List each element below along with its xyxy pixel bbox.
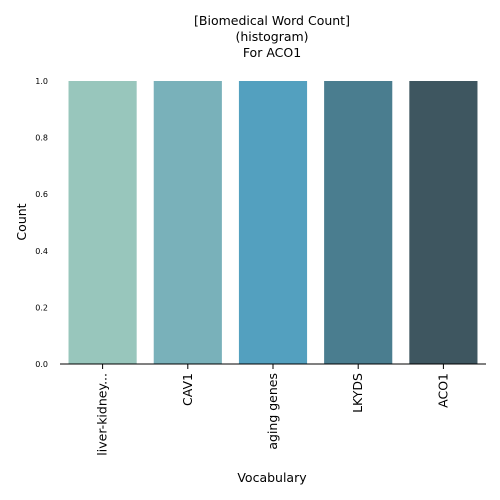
y-tick-label-5: 1.0 (35, 77, 48, 86)
chart-title: [Biomedical Word Count] (histogram) For … (194, 13, 350, 60)
bar-2 (238, 81, 308, 364)
y-tick-label-0: 0.0 (35, 360, 48, 369)
y-tick-label-2: 0.4 (35, 247, 48, 256)
y-axis-label: Count (14, 203, 29, 240)
bar-3 (324, 81, 393, 364)
x-tick-label-3: LKYDS (350, 373, 365, 413)
chart-title-line-2: (histogram) (235, 29, 308, 44)
bar-4 (409, 81, 478, 364)
y-tick-label-3: 0.6 (35, 190, 48, 199)
bar-1 (153, 81, 222, 364)
y-tick-label-4: 0.8 (35, 134, 48, 143)
x-tick-label-4: ACO1 (435, 373, 450, 408)
y-axis-ticks: 0.0 0.2 0.4 0.6 0.8 1.0 (35, 77, 48, 369)
x-tick-label-1: CAV1 (180, 373, 195, 406)
x-axis-label: Vocabulary (237, 470, 307, 485)
x-axis-ticks: liver-kidney... CAV1 aging genes LKYDS ACO1 (95, 364, 450, 456)
x-tick-label-2: aging genes (265, 373, 280, 450)
bars-group (68, 81, 478, 364)
x-tick-label-0: liver-kidney... (95, 373, 110, 456)
bar-0 (68, 81, 137, 364)
y-tick-label-1: 0.2 (35, 303, 48, 312)
chart-title-line-1: [Biomedical Word Count] (194, 13, 350, 28)
chart-title-line-3: For ACO1 (243, 45, 301, 60)
